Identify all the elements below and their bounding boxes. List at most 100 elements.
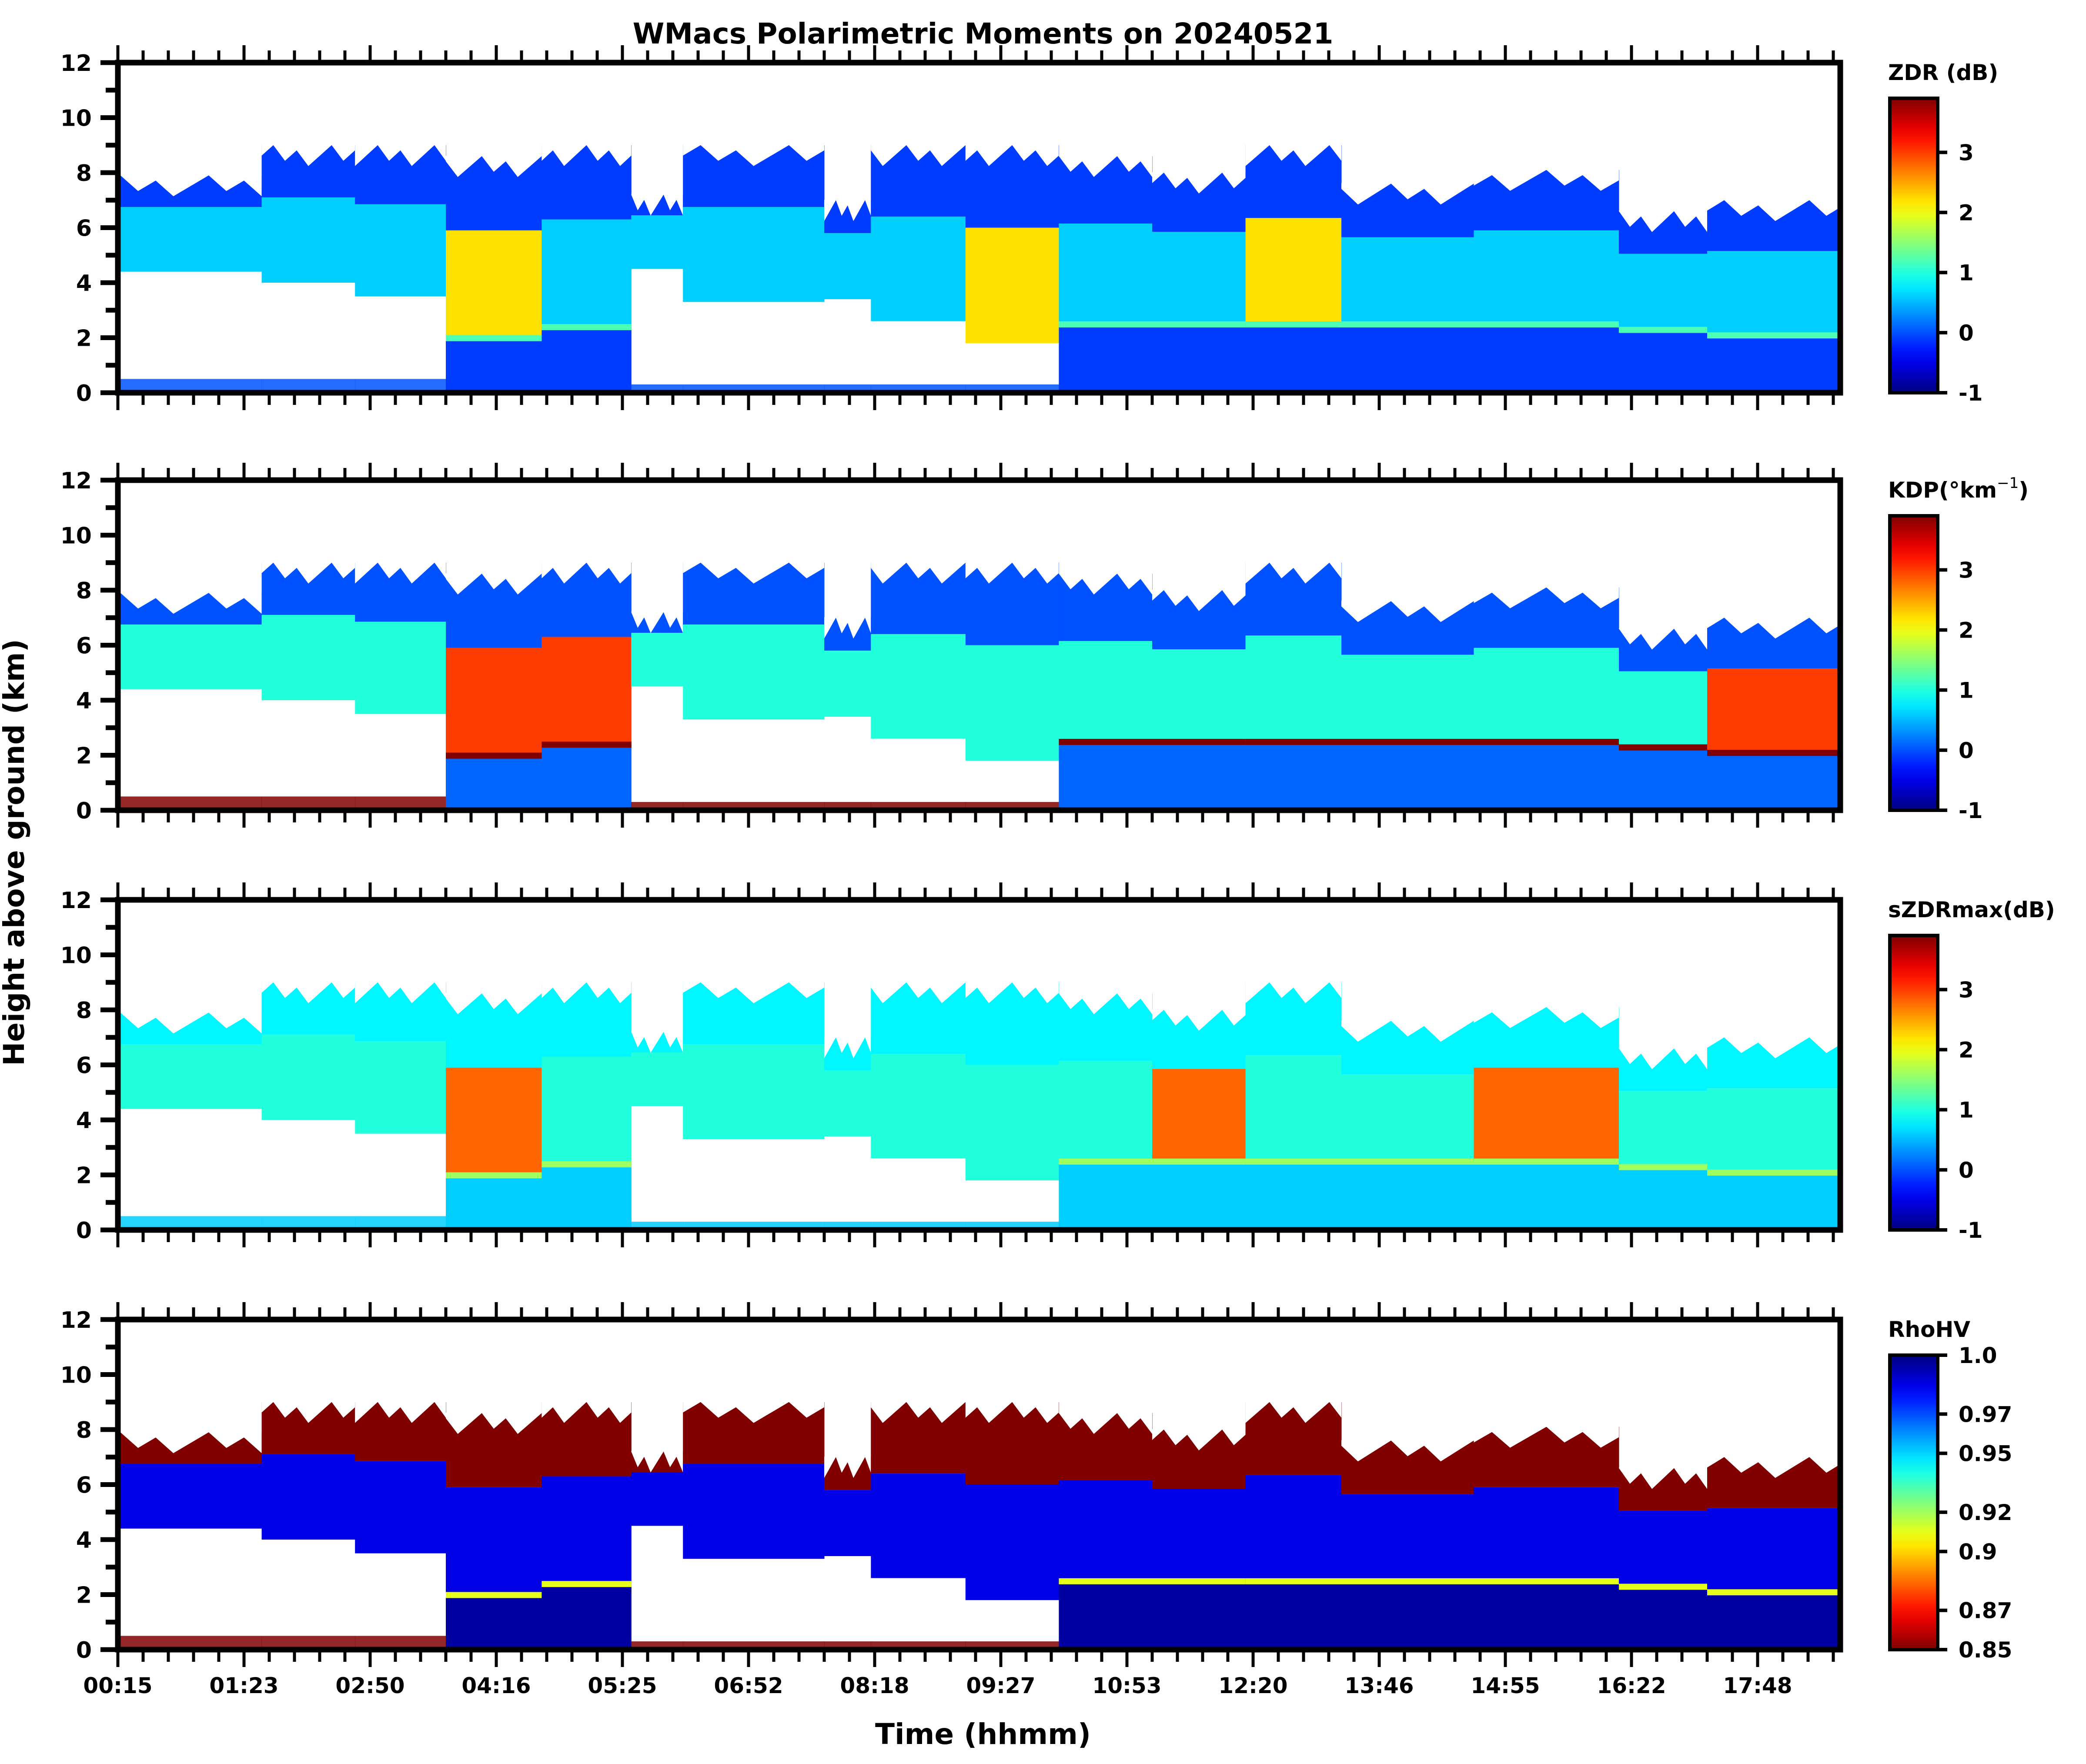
cloud-lower-cell — [871, 634, 966, 739]
cloud-lower-cell — [871, 1473, 966, 1578]
y-tick-label: 6 — [76, 633, 92, 659]
melting-layer-band — [1341, 321, 1474, 327]
cloud-top-edge — [355, 562, 446, 584]
x-tick-label: 05:25 — [588, 1673, 657, 1698]
cloud-top-edge — [1245, 562, 1341, 584]
colorbar-tick-label: -1 — [1959, 798, 1983, 823]
colorbar-tick-label: 0.95 — [1959, 1441, 2012, 1467]
cloud-top-edge — [1152, 590, 1246, 611]
cloud-top-edge — [1152, 172, 1246, 194]
colorbar-tick-label: 3 — [1959, 977, 1974, 1002]
x-tick-label: 16:22 — [1597, 1673, 1666, 1698]
data-layer — [120, 982, 1840, 1230]
panel-rhohv: 0 2 4 6 8 10 12 00:15 01:23 02:50 04:16 05:25 06:52 0… — [60, 1302, 2012, 1698]
rain-cell — [1474, 1580, 1619, 1650]
colorbar-tick-label: 3 — [1959, 140, 1974, 165]
cloud-top-edge — [1707, 1037, 1840, 1059]
melting-layer-band — [1245, 1578, 1342, 1584]
cloud-top-edge — [631, 194, 683, 216]
rain-cell — [1152, 1161, 1246, 1230]
rain-cell — [1059, 1161, 1153, 1230]
y-tick-label: 8 — [76, 998, 92, 1024]
cloud-upper-cell — [1245, 562, 1342, 636]
y-tick-label: 0 — [76, 1218, 92, 1244]
colorbar-tick-label: 0.87 — [1959, 1598, 2012, 1624]
colorbar-tick-label: 0.9 — [1959, 1539, 1997, 1564]
cloud-upper-cell — [355, 145, 446, 204]
y-tick-label: 12 — [60, 888, 92, 914]
cloud-lower-cell — [1152, 231, 1246, 324]
cloud-top-edge — [120, 1432, 262, 1453]
cloud-top-edge — [871, 1401, 966, 1423]
melting-layer-band — [1474, 1578, 1619, 1584]
colorbar-tick-label: 0.97 — [1959, 1402, 2012, 1427]
rain-cell — [446, 1594, 542, 1650]
cloud-lower-cell — [1059, 641, 1153, 742]
cloud-top-edge — [355, 982, 446, 1003]
cloud-lower-cell — [261, 1034, 355, 1120]
y-tick-label: 8 — [76, 1417, 92, 1443]
cloud-lower-cell — [1341, 237, 1474, 324]
cloud-lower-cell — [1707, 1508, 1840, 1592]
melting-layer-band — [1341, 1578, 1474, 1584]
melting-layer-band — [446, 752, 542, 759]
cloud-top-edge — [1474, 1426, 1619, 1448]
colorbar-title: RhoHV — [1888, 1317, 1970, 1342]
cloud-top-edge — [1707, 1457, 1840, 1478]
cloud-lower-cell — [1707, 251, 1840, 335]
rain-cell — [1059, 324, 1153, 393]
data-layer — [120, 144, 1840, 393]
rain-cell — [1245, 1580, 1342, 1650]
rain-cell — [1341, 1580, 1474, 1650]
cloud-top-edge — [120, 175, 262, 197]
cloud-top-edge — [1059, 573, 1152, 595]
colorbar-szdrmax: -1 0 1 2 3 sZDRmax(dB) — [1888, 897, 2055, 1243]
y-tick-label: 4 — [76, 271, 92, 297]
cloud-top-edge — [1619, 1048, 1707, 1069]
rain-cell — [446, 337, 542, 393]
cloud-upper-cell — [1245, 982, 1342, 1056]
cloud-upper-cell — [1245, 1402, 1342, 1475]
y-tick-label: 0 — [76, 1637, 92, 1664]
colorbar-tick-label: 0 — [1959, 738, 1974, 763]
x-tick-label: 12:20 — [1218, 1673, 1287, 1698]
cloud-lower-cell — [1059, 1061, 1153, 1161]
cloud-lower-cell — [542, 219, 632, 327]
x-tick-label: 17:48 — [1723, 1673, 1792, 1698]
colorbar-kdp: -1 0 1 2 3 KDP(°km−1) — [1888, 474, 2029, 823]
cloud-top-edge — [824, 200, 871, 221]
melting-layer-band — [1474, 738, 1619, 745]
cloud-top-edge — [1619, 628, 1707, 650]
cloud-top-edge — [120, 1012, 262, 1034]
colorbar-tick-label: 2 — [1959, 618, 1974, 643]
x-tick-label: 06:52 — [714, 1673, 783, 1698]
colorbar-bar — [1888, 97, 1939, 394]
chart-title: WMacs Polarimetric Moments on 20240521 — [633, 17, 1334, 50]
x-tick-label: 08:18 — [840, 1673, 909, 1698]
cloud-top-edge — [824, 617, 871, 639]
data-layer — [120, 562, 1840, 810]
rain-cell — [1245, 1161, 1342, 1230]
cloud-top-edge — [871, 562, 966, 584]
rain-cell — [1341, 324, 1474, 393]
cloud-top-edge — [1245, 144, 1341, 166]
y-tick-label: 2 — [76, 1583, 92, 1609]
cloud-top-edge — [683, 1401, 824, 1423]
cloud-top-edge — [1341, 1440, 1474, 1462]
cloud-top-edge — [1474, 587, 1619, 608]
cloud-upper-cell — [355, 982, 446, 1042]
cloud-lower-cell — [871, 217, 966, 321]
colorbar-bar — [1888, 514, 1939, 812]
rain-cell — [1152, 324, 1246, 393]
melting-layer-band — [1059, 738, 1153, 745]
cloud-lower-cell — [1619, 254, 1708, 330]
cloud-lower-cell — [965, 645, 1059, 761]
rain-cell — [542, 1584, 632, 1650]
rain-cell — [1152, 1580, 1246, 1650]
colorbar-title: sZDRmax(dB) — [1888, 897, 2055, 922]
cloud-top-edge — [631, 1451, 683, 1473]
y-tick-label: 2 — [76, 326, 92, 352]
rain-cell — [1059, 741, 1153, 810]
